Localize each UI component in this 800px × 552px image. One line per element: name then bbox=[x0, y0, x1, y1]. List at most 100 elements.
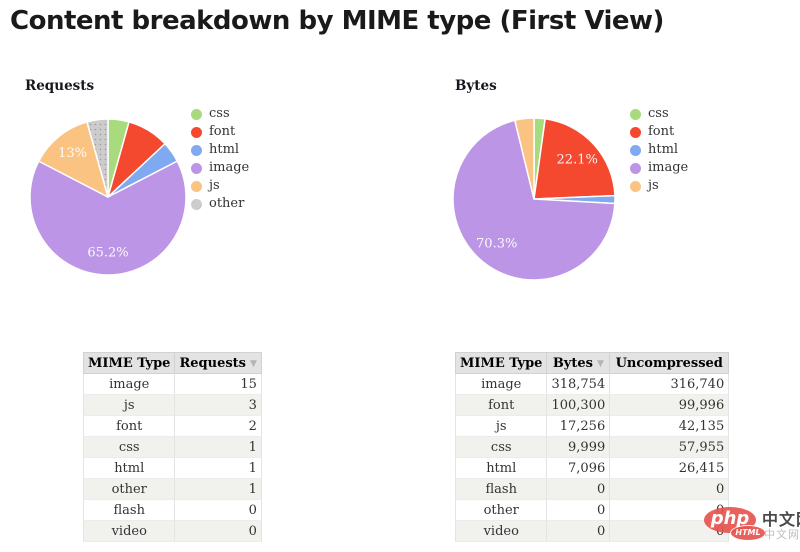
mime-type-cell: font bbox=[454, 394, 548, 416]
legend-item-html: html bbox=[191, 141, 249, 159]
column-header-label: Bytes bbox=[552, 355, 593, 371]
value-cell: 7,096 bbox=[546, 457, 611, 479]
value-cell: 0 bbox=[609, 520, 730, 542]
value-cell: 0 bbox=[609, 478, 730, 500]
table-row-js: js 3 bbox=[82, 394, 262, 416]
legend-item-js: js bbox=[191, 177, 249, 195]
page-title: Content breakdown by MIME type (First Vi… bbox=[10, 6, 664, 36]
value-cell: 1 bbox=[174, 478, 262, 500]
value-cell: 0 bbox=[546, 520, 611, 542]
legend-label-font: font bbox=[648, 124, 675, 139]
mime-type-cell: js bbox=[454, 415, 548, 437]
value-cell: 9,999 bbox=[546, 436, 611, 458]
column-header-requests[interactable]: Requests ▼ bbox=[174, 352, 262, 374]
pie-slice-other bbox=[86, 118, 109, 198]
legend-label-html: html bbox=[648, 142, 679, 157]
legend-item-other: other bbox=[191, 195, 249, 213]
mime-type-cell: html bbox=[454, 457, 548, 479]
value-cell: 316,740 bbox=[609, 373, 730, 395]
legend-item-font: font bbox=[630, 123, 688, 141]
value-cell: 0 bbox=[546, 499, 611, 521]
pie-slice-font bbox=[533, 118, 616, 200]
table-row-video: video 0 bbox=[82, 520, 262, 542]
value-cell: 57,955 bbox=[609, 436, 730, 458]
legend-item-html: html bbox=[630, 141, 688, 159]
bytes-chart-title: Bytes bbox=[455, 78, 497, 94]
table-row-other: other00 bbox=[454, 499, 730, 521]
legend-item-image: image bbox=[630, 159, 688, 177]
column-header-label: Uncompressed bbox=[615, 355, 723, 371]
mime-type-cell: video bbox=[82, 520, 176, 542]
value-cell: 3 bbox=[174, 394, 262, 416]
pie-percent-label-image: 65.2% bbox=[87, 246, 128, 261]
legend-label-js: js bbox=[209, 178, 220, 193]
legend-item-css: css bbox=[191, 105, 249, 123]
legend-label-other: other bbox=[209, 196, 245, 211]
mime-type-cell: image bbox=[454, 373, 548, 395]
pie-percent-label-font: 22.1% bbox=[557, 152, 598, 167]
table-row-html: html 1 bbox=[82, 457, 262, 479]
value-cell: 42,135 bbox=[609, 415, 730, 437]
legend-dot-icon-font bbox=[191, 126, 202, 138]
mime-type-cell: font bbox=[82, 415, 176, 437]
mime-type-cell: other bbox=[82, 478, 176, 500]
sort-arrow-icon: ▼ bbox=[596, 358, 604, 369]
column-header-bytes[interactable]: Bytes ▼ bbox=[546, 352, 611, 374]
mime-type-cell: css bbox=[454, 436, 548, 458]
value-cell: 0 bbox=[546, 478, 611, 500]
legend-dot-icon-font bbox=[630, 126, 641, 138]
table-row-other: other 1 bbox=[82, 478, 262, 500]
legend-label-image: image bbox=[209, 160, 250, 175]
legend-label-image: image bbox=[648, 160, 689, 175]
value-cell: 2 bbox=[174, 415, 262, 437]
legend-dot-icon-image bbox=[630, 162, 641, 174]
value-cell: 0 bbox=[174, 520, 262, 542]
value-cell: 1 bbox=[174, 457, 262, 479]
legend-item-font: font bbox=[191, 123, 249, 141]
legend-label-css: css bbox=[648, 106, 669, 121]
column-header-mime-type[interactable]: MIME Type bbox=[454, 352, 548, 374]
value-cell: 99,996 bbox=[609, 394, 730, 416]
table-row-flash: flash 0 bbox=[82, 499, 262, 521]
table-row-html: html 7,096 26,415 bbox=[454, 457, 730, 479]
legend-label-html: html bbox=[209, 142, 240, 157]
legend-label-font: font bbox=[209, 124, 236, 139]
table-row-flash: flash 0 0 bbox=[454, 478, 730, 500]
mime-type-cell: other bbox=[454, 499, 548, 521]
php-cn-watermark: php HTML 中文网 中文网 bbox=[698, 502, 800, 550]
legend-dot-icon-js bbox=[630, 180, 641, 192]
pie-slice-image bbox=[452, 119, 616, 281]
legend-item-image: image bbox=[191, 159, 249, 177]
column-header-label: MIME Type bbox=[88, 355, 171, 371]
legend-dot-icon-js bbox=[191, 180, 202, 192]
column-header-label: Requests bbox=[179, 355, 246, 371]
bytes-table: MIME Type Bytes ▼ Uncompressed image 318,754 3… bbox=[454, 352, 730, 542]
table-row-video: video00 bbox=[454, 520, 730, 542]
value-cell: 15 bbox=[174, 373, 262, 395]
value-cell: 1 bbox=[174, 436, 262, 458]
value-cell: 17,256 bbox=[546, 415, 611, 437]
legend-dot-icon-other bbox=[191, 198, 202, 210]
bytes-pie-chart: 22.1% 70.3% bbox=[452, 117, 616, 281]
pie-percent-label-image: 70.3% bbox=[476, 236, 517, 251]
value-cell: 26,415 bbox=[609, 457, 730, 479]
requests-chart-title: Requests bbox=[25, 78, 95, 94]
requests-pie-chart: 65.2% 13% bbox=[29, 118, 187, 276]
legend-item-css: css bbox=[630, 105, 688, 123]
column-header-mime-type[interactable]: MIME Type bbox=[82, 352, 176, 374]
pie-percent-label-js: 13% bbox=[58, 146, 87, 161]
column-header-uncompressed[interactable]: Uncompressed bbox=[609, 352, 730, 374]
table-row-css: css 9,999 57,955 bbox=[454, 436, 730, 458]
legend-label-css: css bbox=[209, 106, 230, 121]
mime-type-cell: flash bbox=[454, 478, 548, 500]
value-cell: 0 bbox=[174, 499, 262, 521]
table-row-css: css 1 bbox=[82, 436, 262, 458]
table-row-image: image 318,754 316,740 bbox=[454, 373, 730, 395]
pie-slice-image bbox=[29, 160, 187, 276]
legend-item-js: js bbox=[630, 177, 688, 195]
html-badge-icon: HTML bbox=[730, 525, 766, 541]
mime-type-cell: html bbox=[82, 457, 176, 479]
mime-type-cell: image bbox=[82, 373, 176, 395]
legend-label-js: js bbox=[648, 178, 659, 193]
bytes-chart-legend: css font html image js bbox=[630, 105, 688, 195]
